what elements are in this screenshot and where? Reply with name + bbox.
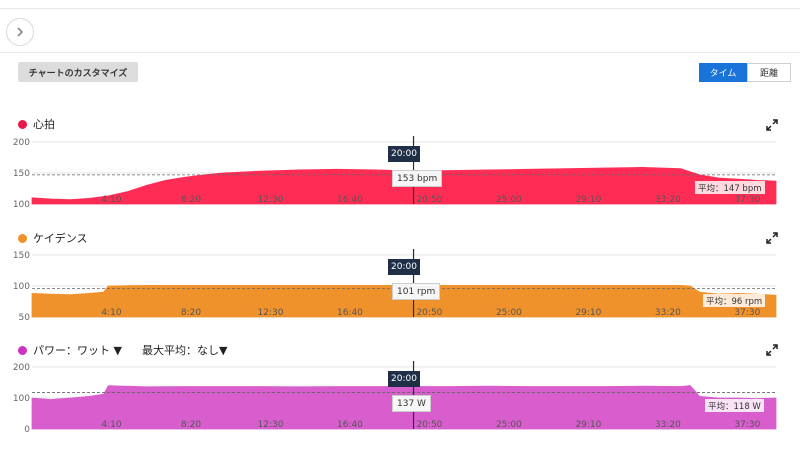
y-tick-label: 100 (13, 282, 30, 292)
y-tick-label: 150 (13, 251, 30, 261)
cadence-cursor-value: 101 rpm (392, 283, 441, 300)
x-tick-label: 12:30 (257, 195, 283, 205)
x-tick-label: 4:10 (101, 420, 121, 430)
x-tick-label: 16:40 (337, 195, 363, 205)
customize-chart-button[interactable]: チャートのカスタマイズ (18, 62, 138, 82)
cadence-title-label: ケイデンス (33, 232, 88, 245)
power-title[interactable]: パワー：ワット ▼ (18, 342, 122, 358)
cadence-legend-dot (18, 233, 27, 243)
chevron-right-icon (17, 27, 24, 37)
x-tick-label: 16:40 (337, 308, 363, 318)
y-tick-label: 100 (13, 394, 30, 404)
x-axis-mode-toggle: タイム 距離 (699, 63, 791, 82)
x-tick-label: 12:30 (257, 308, 283, 318)
x-tick-label: 4:10 (101, 195, 121, 205)
x-tick-label: 20:50 (416, 308, 442, 318)
y-tick-label: 100 (13, 200, 30, 210)
cadence-chart[interactable]: 150 100 50 4:10 8:20 12:30 16:40 20:50 25:00 29:1… (0, 249, 800, 323)
power-metric-dropdown[interactable]: パワー：ワット ▼ (33, 344, 122, 357)
power-legend-dot (18, 345, 27, 355)
max-average-dropdown[interactable]: 最大平均：なし▼ (142, 344, 228, 357)
expand-icon[interactable] (766, 344, 778, 356)
power-cursor-value: 137 W (392, 395, 431, 412)
x-tick-label: 20:50 (416, 420, 442, 430)
x-tick-label: 25:00 (496, 195, 522, 205)
x-tick-label: 25:00 (496, 308, 522, 318)
x-tick-label: 8:20 (181, 195, 201, 205)
distance-mode-button[interactable]: 距離 (747, 63, 791, 82)
cursor-time-label: 20:00 (388, 146, 420, 162)
expand-icon[interactable] (766, 232, 778, 244)
y-tick-label: 150 (13, 169, 30, 179)
power-average-label: 平均：118 W (705, 399, 764, 412)
cadence-average-label: 平均：96 rpm (703, 294, 766, 307)
y-tick-label: 50 (19, 313, 31, 323)
heart-rate-legend-dot (18, 119, 27, 129)
x-tick-label: 8:20 (181, 420, 201, 430)
x-tick-label: 16:40 (337, 420, 363, 430)
cadence-title: ケイデンス (18, 230, 88, 246)
expand-sidebar-button[interactable] (6, 18, 34, 46)
x-tick-label: 4:10 (101, 308, 121, 318)
x-tick-label: 29:10 (575, 308, 601, 318)
x-tick-label: 33:20 (655, 308, 681, 318)
x-tick-label: 25:00 (496, 420, 522, 430)
x-tick-label: 29:10 (575, 420, 601, 430)
x-tick-label: 29:10 (575, 195, 601, 205)
y-tick-label: 0 (24, 425, 30, 435)
x-tick-label: 33:20 (655, 420, 681, 430)
x-tick-label: 37:30 (734, 420, 760, 430)
y-tick-label: 200 (13, 138, 30, 148)
top-divider (0, 8, 800, 9)
x-tick-label: 37:30 (734, 308, 760, 318)
x-tick-label: 20:50 (416, 195, 442, 205)
cursor-time-label: 20:00 (388, 259, 420, 275)
cursor-time-label: 20:00 (388, 371, 420, 387)
x-tick-label: 37:30 (734, 195, 760, 205)
heart-rate-title-label: 心拍 (33, 118, 55, 131)
x-tick-label: 12:30 (257, 420, 283, 430)
x-tick-label: 8:20 (181, 308, 201, 318)
time-mode-button[interactable]: タイム (699, 63, 747, 82)
expand-icon[interactable] (766, 119, 778, 131)
y-tick-label: 200 (13, 363, 30, 373)
x-tick-label: 33:20 (655, 195, 681, 205)
heart-rate-cursor-value: 153 bpm (392, 170, 443, 187)
heart-rate-average-label: 平均：147 bpm (695, 181, 765, 194)
section-divider (0, 52, 800, 53)
heart-rate-title: 心拍 (18, 116, 55, 132)
